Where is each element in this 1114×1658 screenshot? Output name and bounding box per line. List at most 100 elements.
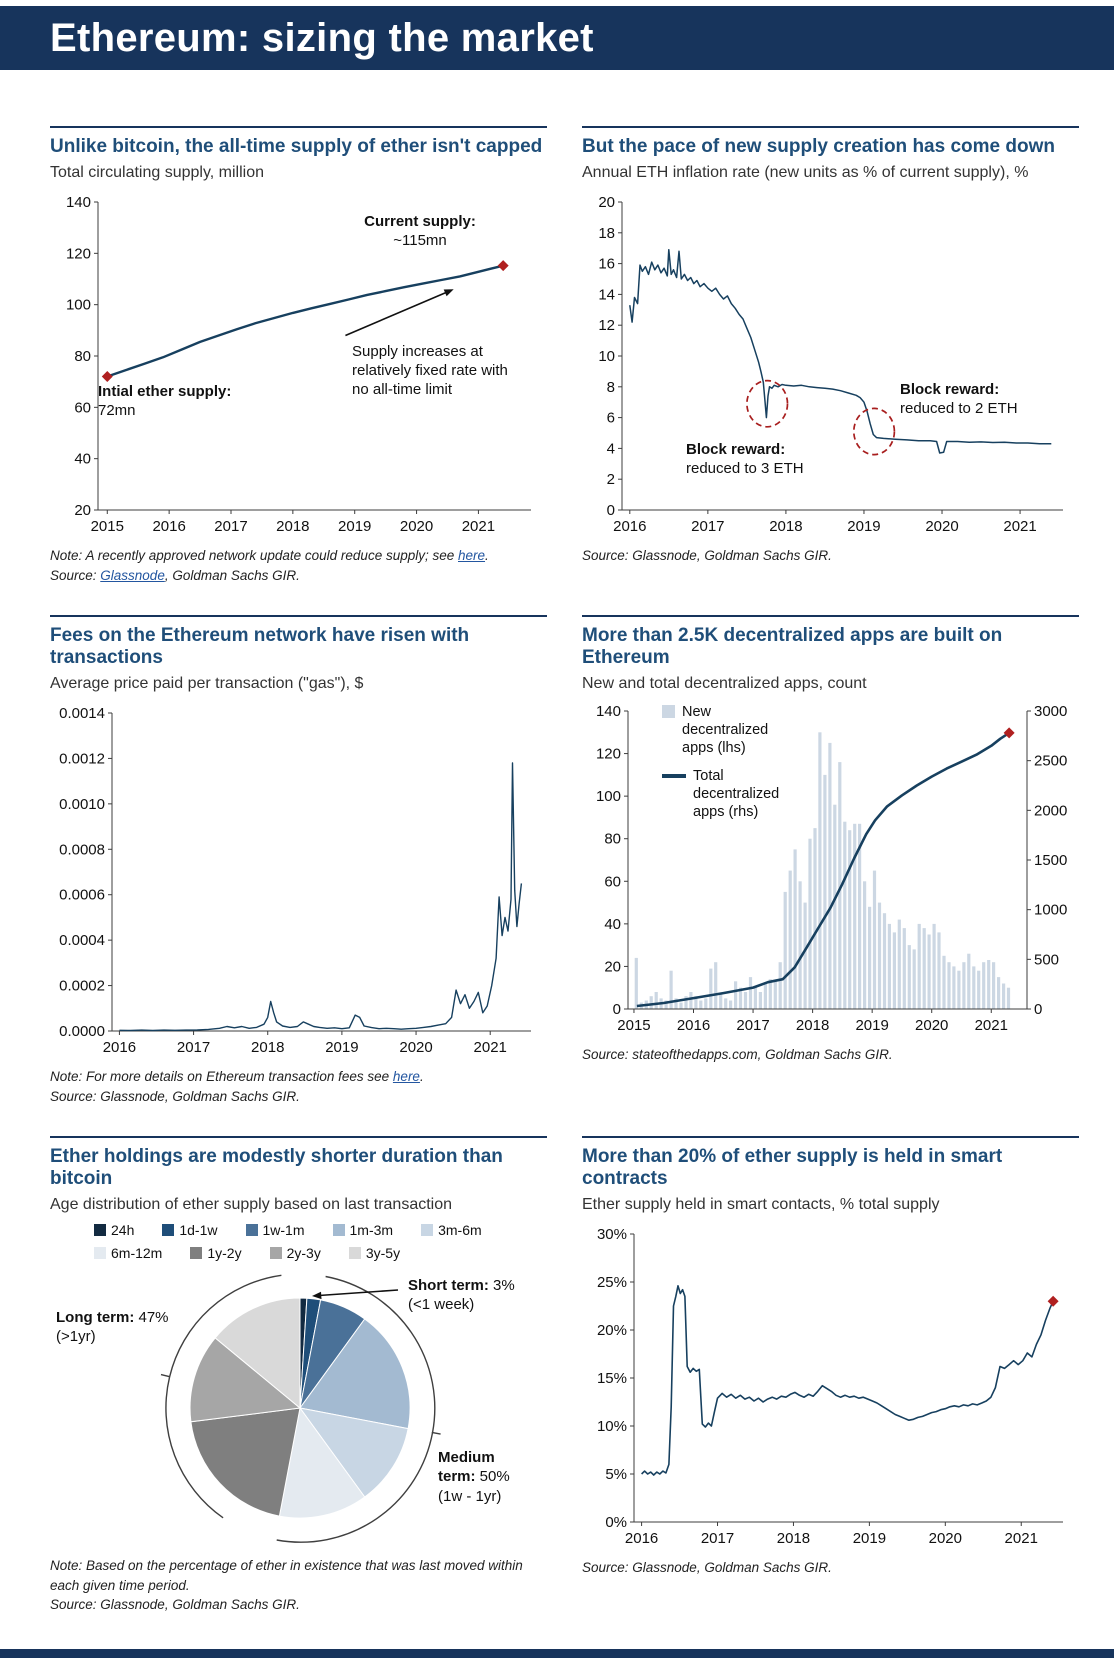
x-tick-label: 2017: [214, 518, 247, 535]
legend-label: 1w-1m: [262, 1222, 305, 1239]
eth-inflation-line: [629, 248, 1052, 454]
inflation-svg: 0 2 4 6 8 10 12 14 16 18 20 2016 2017 2018 2019 2020 202…: [598, 194, 1063, 535]
bar: [897, 919, 901, 1010]
bar: [892, 932, 896, 1010]
bar: [907, 945, 911, 1010]
bar: [937, 932, 941, 1010]
highlight-circle: [746, 379, 789, 428]
y-tick-label: 120: [66, 245, 91, 262]
y-tick-label: 20: [74, 502, 91, 519]
legend-swatch: [348, 1247, 361, 1260]
note-link-here[interactable]: here: [458, 548, 486, 563]
legend-swatch-bar: [662, 705, 675, 719]
x-tick-label: 2015: [91, 518, 124, 535]
annotation-text: 72mn: [98, 402, 136, 420]
y-tick-label: 0: [607, 502, 615, 519]
bar: [992, 962, 996, 1010]
bar: [962, 962, 966, 1010]
x-tick-label: 2019: [855, 1017, 888, 1034]
legend-label: 2y-3y: [286, 1245, 321, 1262]
x-tick-label: 2017: [736, 1017, 769, 1034]
long-term-annotation: Long term: 47% (>1yr): [56, 1308, 169, 1346]
bar: [858, 823, 862, 1010]
y2-tick-label: 1000: [1034, 902, 1067, 919]
bar: [982, 962, 986, 1010]
bar: [917, 924, 921, 1010]
annotation-bold: Block reward:: [686, 441, 786, 458]
annotation-text: 47%: [134, 1309, 169, 1327]
note-link-here[interactable]: here: [392, 1069, 420, 1085]
data-marker: [497, 260, 509, 272]
bar: [927, 934, 931, 1010]
bar: [997, 977, 1001, 1010]
legend-label: 1d-1w: [179, 1222, 218, 1239]
annotation-text: reduced to 2 ETH: [900, 400, 1018, 418]
legend-swatch: [162, 1224, 175, 1237]
source-text: , Goldman Sachs GIR.: [164, 567, 300, 583]
bar: [714, 962, 718, 1010]
bar: [729, 1000, 733, 1010]
x-tick-label: 2019: [325, 1039, 358, 1056]
panel-title: Ether holdings are modestly shorter dura…: [50, 1146, 503, 1190]
bar: [972, 966, 976, 1010]
y-tick-label: 20%: [597, 1322, 627, 1339]
arrow-head: [443, 289, 454, 297]
bar: [887, 924, 891, 1010]
panel-subtitle: New and total decentralized apps, count: [582, 675, 867, 693]
y-tick-label: 10: [598, 348, 615, 365]
legend-item-1m-3m: 1m-3m: [332, 1222, 393, 1238]
note-text: Note: Based on the percentage of ether i…: [50, 1558, 523, 1593]
bar: [853, 823, 857, 1010]
annotation-text: reduced to 3 ETH: [686, 460, 804, 478]
block-reward-3-annotation: Block reward: reduced to 3 ETH: [686, 440, 804, 478]
x-tick-label: 2015: [617, 1017, 650, 1034]
pie-svg: [160, 1274, 441, 1544]
bar: [922, 928, 926, 1010]
smart-contracts-svg: 0% 5% 10% 15% 20% 25% 30% 2016 2017 2018 2019 2020 2…: [597, 1226, 1063, 1547]
y-tick-label: 25%: [597, 1274, 627, 1291]
y-tick-label: 0.0010: [59, 796, 105, 813]
legend-label: New decentralized apps (lhs): [682, 704, 769, 757]
y-tick-label: 80: [74, 348, 91, 365]
y-tick-label: 4: [607, 440, 615, 457]
bar: [679, 1002, 683, 1010]
bar: [689, 992, 693, 1010]
y-tick-label: 60: [604, 873, 621, 890]
y-tick-label: 40: [74, 451, 91, 468]
y-tick-label: 0.0008: [59, 841, 105, 858]
y-tick-label: 100: [596, 788, 621, 805]
panel-subtitle: Average price paid per transaction ("gas…: [50, 675, 364, 693]
y-tick-label: 30%: [597, 1226, 627, 1243]
annotation-bold: Long term:: [56, 1309, 135, 1327]
data-marker: [101, 371, 113, 383]
legend-swatch: [190, 1247, 203, 1260]
dapps-legend: New decentralized apps (lhs) Total decen…: [662, 703, 780, 830]
annotation-text: 50%: [475, 1468, 510, 1486]
bar: [788, 870, 792, 1010]
bar: [1006, 987, 1011, 1010]
note-text: .: [419, 1069, 424, 1085]
source-text: Source: Glassnode, Goldman Sachs GIR.: [50, 1088, 300, 1104]
y-tick-label: 2: [607, 471, 615, 488]
bar: [947, 962, 951, 1010]
gas-price-line: [119, 762, 523, 1032]
bar: [818, 732, 822, 1010]
y-tick-label: 6: [607, 410, 615, 427]
gas-fee-chart: 0.0000 0.0002 0.0004 0.0006 0.0008 0.0010 0.00…: [50, 701, 547, 1061]
y-tick-label: 140: [66, 194, 91, 211]
bar: [734, 981, 738, 1010]
legend-label: 3m-6m: [438, 1222, 482, 1239]
legend-label: 1y-2y: [207, 1245, 242, 1262]
note-text: Note: A recently approved network update…: [50, 548, 458, 563]
annotation-text: (<1 week): [408, 1296, 475, 1314]
panel-title: But the pace of new supply creation has …: [582, 136, 1055, 157]
annotation-text: (>1yr): [56, 1328, 96, 1346]
bar: [828, 743, 832, 1010]
source-link-glassnode[interactable]: Glassnode: [100, 567, 165, 583]
bottom-bar: [0, 1648, 1114, 1658]
x-tick-label: 2021: [474, 1039, 507, 1056]
legend-swatch: [245, 1224, 258, 1237]
panel-subtitle: Age distribution of ether supply based o…: [50, 1196, 453, 1214]
total-dapps-line: [636, 731, 1010, 1008]
x-tick-label: 2018: [251, 1039, 284, 1056]
